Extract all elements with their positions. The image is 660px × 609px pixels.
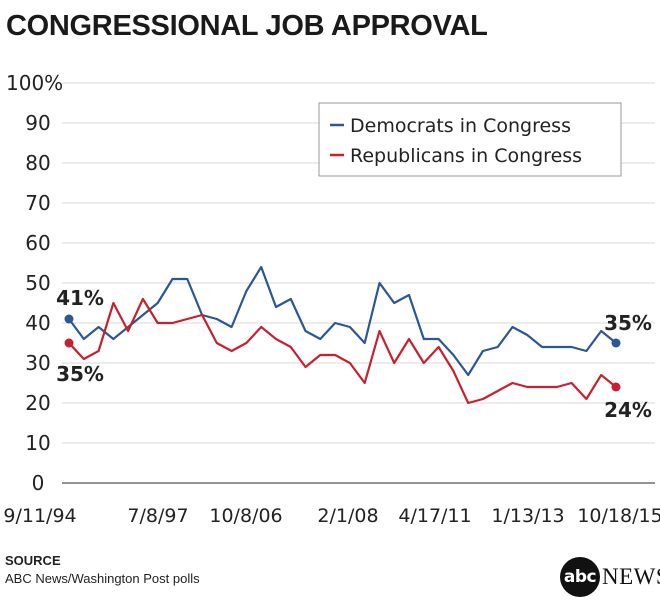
legend-label-democrats: Democrats in Congress xyxy=(350,115,571,137)
y-tick-label: 60 xyxy=(25,231,50,255)
data-point-democrats-last xyxy=(611,338,621,348)
y-tick-label: 50 xyxy=(25,271,50,295)
data-labels: 41% 35% 35% 24% xyxy=(56,286,652,422)
series-lines xyxy=(67,265,618,405)
y-tick-label: 100% xyxy=(6,71,63,95)
y-tick-label: 90 xyxy=(25,111,50,135)
x-tick-label: 1/13/13 xyxy=(491,505,564,527)
x-tick-label: 10/8/06 xyxy=(209,505,282,527)
data-point-democrats-first xyxy=(64,314,74,324)
x-tick-label: 9/11/94 xyxy=(3,505,76,527)
x-tick-label: 7/8/97 xyxy=(127,505,188,527)
source-label: SOURCE xyxy=(5,553,61,568)
y-tick-label: 80 xyxy=(25,151,50,175)
data-point-republicans-last xyxy=(611,382,621,392)
y-axis-ticks: 0 10 20 30 40 50 60 70 80 90 100% xyxy=(6,71,63,495)
series-line-democrats xyxy=(67,265,618,377)
chart-title: CONGRESSIONAL JOB APPROVAL xyxy=(6,10,488,42)
logo-wordmark: NEWS xyxy=(602,564,660,589)
data-label: 41% xyxy=(56,286,104,310)
x-tick-label: 10/18/15 xyxy=(577,505,660,527)
series-line-republicans xyxy=(67,297,618,405)
x-axis-ticks: 9/11/94 7/8/97 10/8/06 2/1/08 4/17/11 1/13/13… xyxy=(3,505,660,527)
x-tick-label: 2/1/08 xyxy=(317,505,378,527)
source-text: ABC News/Washington Post polls xyxy=(5,571,200,586)
legend-box xyxy=(318,102,622,177)
y-tick-label: 30 xyxy=(25,351,50,375)
data-point-republicans-first xyxy=(64,338,74,348)
y-tick-label: 40 xyxy=(25,311,50,335)
x-tick-label: 4/17/11 xyxy=(398,505,471,527)
y-tick-label: 20 xyxy=(25,391,50,415)
abc-logo-icon: abc xyxy=(560,557,600,597)
y-tick-label: 0 xyxy=(32,471,45,495)
legend-label-republicans: Republicans in Congress xyxy=(350,145,582,167)
data-label: 24% xyxy=(604,398,652,422)
y-tick-label: 10 xyxy=(25,431,50,455)
endpoint-markers xyxy=(64,314,621,392)
data-label: 35% xyxy=(604,311,652,335)
y-tick-label: 70 xyxy=(25,191,50,215)
data-label: 35% xyxy=(56,362,104,386)
legend: Democrats in Congress Republicans in Cong… xyxy=(318,102,622,177)
abc-news-logo: abc NEWS xyxy=(560,557,660,597)
